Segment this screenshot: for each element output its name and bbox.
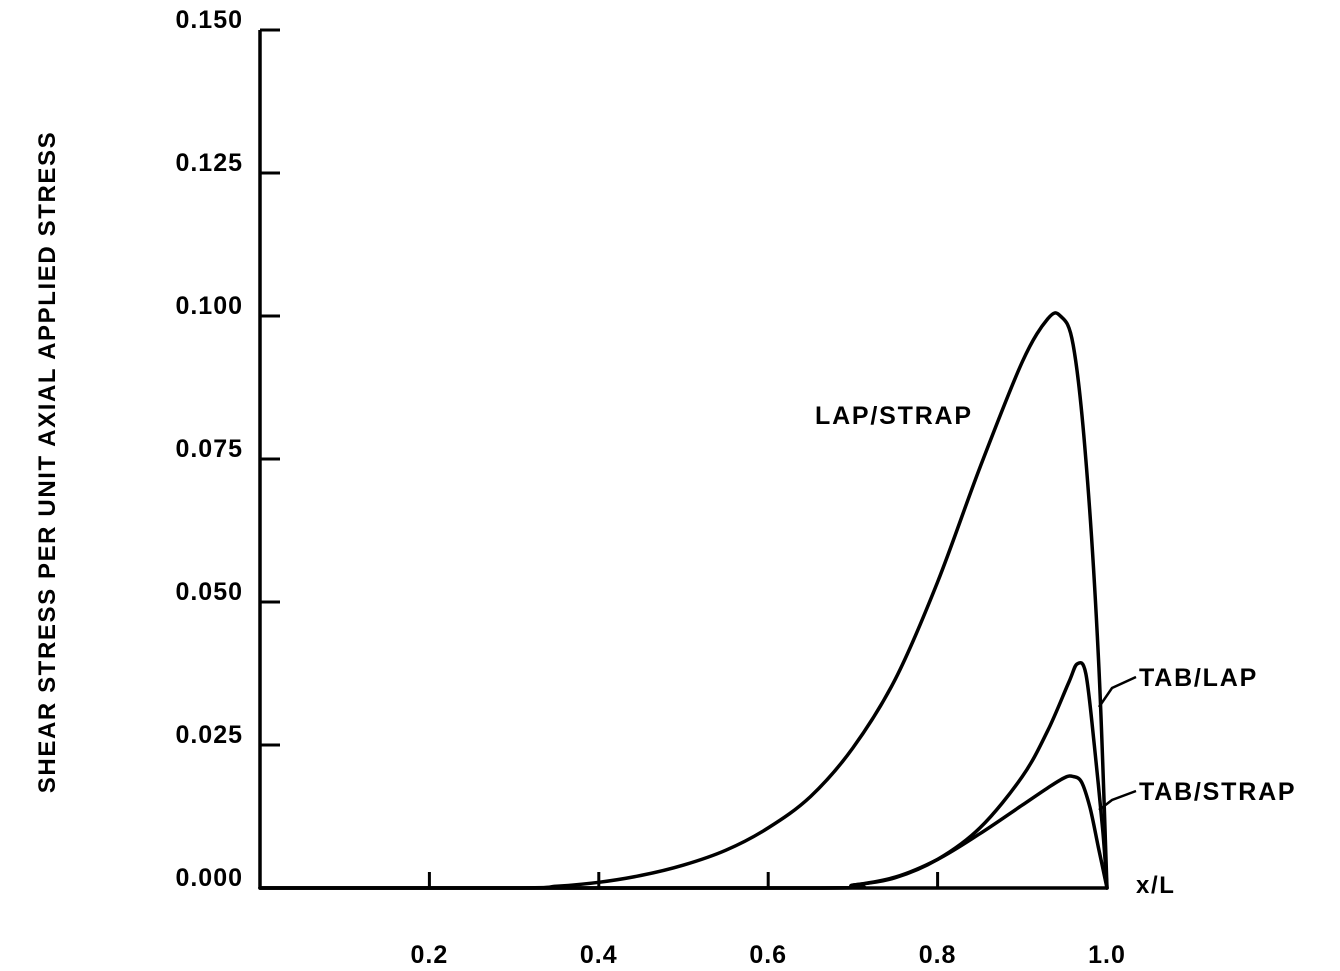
series-line-tab-strap [258,774,1109,890]
x-tick-label: 1.0 [1088,941,1126,969]
series-label-tab-lap: TAB/LAP [1139,664,1258,692]
x-tick-label: 0.4 [580,941,618,969]
y-tick-label: 0.075 [175,435,243,463]
x-tick-label: 0.6 [749,941,787,969]
x-axis-ticks: 0.2 0.4 0.6 0.8 1.0 [411,872,1126,969]
label-leader-lines [1097,675,1137,811]
y-tick-label: 0.000 [175,864,243,892]
x-tick-label: 0.8 [919,941,957,969]
y-axis-title: SHEAR STRESS PER UNIT AXIAL APPLIED STRE… [34,131,61,793]
y-axis-ticks: 0.000 0.025 0.050 0.075 0.100 0.125 0.150 [175,6,280,892]
x-axis-title: x/L [1136,872,1175,899]
y-tick-label: 0.125 [175,149,243,177]
series-group [258,311,1109,890]
series-labels: LAP/STRAP TAB/LAP TAB/STRAP [815,402,1296,806]
leader-line-tab-strap [1098,789,1137,811]
series-line-lap-strap [258,311,1109,890]
series-label-tab-strap: TAB/STRAP [1139,778,1296,806]
y-tick-label: 0.100 [175,292,243,320]
series-line-tab-lap [258,660,1109,890]
y-tick-label: 0.050 [175,578,243,606]
leader-line-tab-lap [1097,675,1137,708]
x-tick-label: 0.2 [411,941,449,969]
series-label-lap-strap: LAP/STRAP [815,402,973,430]
y-tick-label: 0.025 [175,721,243,749]
y-tick-label: 0.150 [175,6,243,34]
axes [258,30,1107,890]
